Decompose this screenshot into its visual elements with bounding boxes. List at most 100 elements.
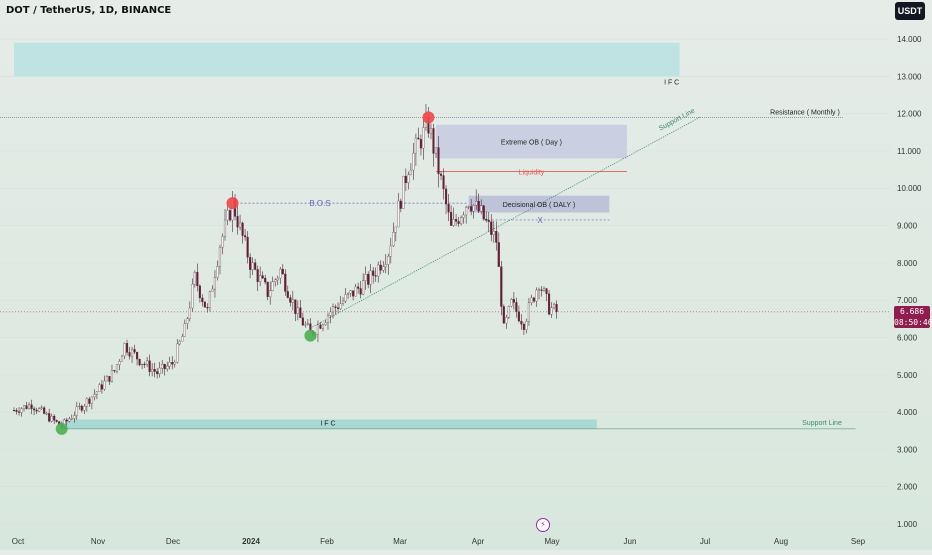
candle-body: [394, 226, 397, 233]
candle-body: [161, 364, 164, 369]
candle-body: [70, 418, 73, 420]
candle-body: [120, 355, 124, 362]
candle-body: [291, 299, 294, 303]
candle-body: [25, 405, 28, 409]
candle-body: [123, 343, 126, 357]
candle-body: [239, 222, 242, 228]
candle-body: [535, 289, 538, 302]
candle-body: [28, 404, 31, 409]
candle-body: [266, 281, 269, 297]
candle-body: [259, 275, 262, 282]
candle-body: [417, 137, 420, 140]
time-axis-label: Dec: [166, 537, 180, 546]
candle-body: [17, 411, 21, 413]
zone-label-ifc-top: I F C: [664, 79, 679, 86]
candle-body: [75, 406, 78, 416]
candle-body: [228, 210, 232, 221]
candle-body: [460, 217, 463, 224]
candle-body: [156, 371, 159, 375]
candle-body: [306, 323, 309, 325]
candle-body: [90, 396, 93, 404]
candle-body: [141, 363, 144, 366]
candle-body: [490, 221, 493, 235]
annotation-zone: [14, 42, 680, 77]
candle-body: [492, 231, 495, 235]
candle-body: [439, 173, 443, 176]
zone-label-ifc-bottom: I F C: [320, 421, 335, 428]
candle-body: [407, 174, 410, 184]
candle-body: [379, 264, 382, 271]
candle-body: [30, 404, 33, 409]
candle-body: [65, 419, 68, 422]
candle-body: [442, 175, 445, 190]
candle-body: [485, 218, 488, 221]
candle-body: [354, 286, 357, 297]
candle-body: [281, 268, 284, 275]
candle-body: [38, 408, 41, 412]
candle-body: [176, 343, 179, 363]
candle-body: [183, 323, 186, 337]
candle-body: [198, 285, 201, 299]
candle-body: [462, 214, 465, 218]
candle-body: [319, 324, 322, 329]
candle-body: [329, 311, 332, 316]
candle-body: [522, 323, 525, 330]
price-axis-label: 13.000: [897, 72, 922, 81]
price-axis-label: 4.000: [897, 408, 918, 417]
candle-body: [274, 279, 277, 282]
candle-body: [171, 362, 174, 365]
currency-button[interactable]: USDT: [895, 2, 925, 20]
price-axis-label: 11.000: [897, 147, 921, 156]
candle-body: [55, 420, 58, 422]
price-axis-label: 10.000: [897, 184, 922, 193]
candle-body: [326, 315, 330, 323]
lightning-icon[interactable]: ⚡: [536, 518, 550, 532]
candle-body: [477, 201, 480, 212]
candle-body: [502, 306, 505, 324]
candle-body: [276, 277, 279, 281]
candle-body: [221, 235, 224, 248]
pivot-marker: [55, 422, 68, 435]
candle-body: [304, 324, 307, 326]
price-axis-label: 5.000: [897, 371, 918, 380]
time-axis-label: Jul: [700, 537, 710, 546]
candle-body: [15, 410, 18, 412]
candle-body: [131, 349, 134, 357]
candle-body: [186, 318, 189, 324]
price-axis-label: 8.000: [897, 259, 918, 268]
time-axis-label: Aug: [774, 537, 788, 546]
candle-body: [434, 147, 438, 154]
candle-body: [95, 391, 98, 395]
candle-body: [352, 290, 355, 297]
candle-body: [550, 307, 553, 315]
current-price-badge: 6.686 08:50:46: [894, 306, 932, 328]
candle-body: [226, 210, 229, 221]
candle-body: [480, 205, 483, 212]
current-price-value: 6.686: [899, 307, 925, 316]
candle-body: [389, 245, 392, 257]
time-axis-label: Feb: [320, 537, 334, 546]
candle-body: [249, 257, 252, 270]
candle-body: [136, 352, 139, 360]
candle-body: [279, 268, 282, 279]
liquidity-label: Liquidity: [519, 169, 545, 176]
zone-label-decisional-ob: Decisional OB ( DALY ): [503, 202, 576, 209]
candle-body: [465, 206, 468, 216]
candle-body: [450, 212, 453, 226]
candle-body: [12, 410, 16, 412]
candle-body: [118, 361, 121, 365]
candle-body: [367, 274, 370, 285]
candle-body: [331, 306, 335, 313]
candle-body: [525, 321, 528, 330]
time-axis-label: Apr: [472, 537, 485, 546]
candle-body: [110, 370, 114, 382]
time-axis-label: Mar: [393, 537, 407, 546]
candle-body: [143, 363, 146, 366]
candle-body: [48, 413, 51, 422]
candle-body: [515, 302, 518, 312]
price-axis-label: 9.000: [897, 222, 918, 231]
time-axis-label: Oct: [12, 537, 25, 546]
chart-title: DOT / TetherUS, 1D, BINANCE: [6, 5, 172, 16]
